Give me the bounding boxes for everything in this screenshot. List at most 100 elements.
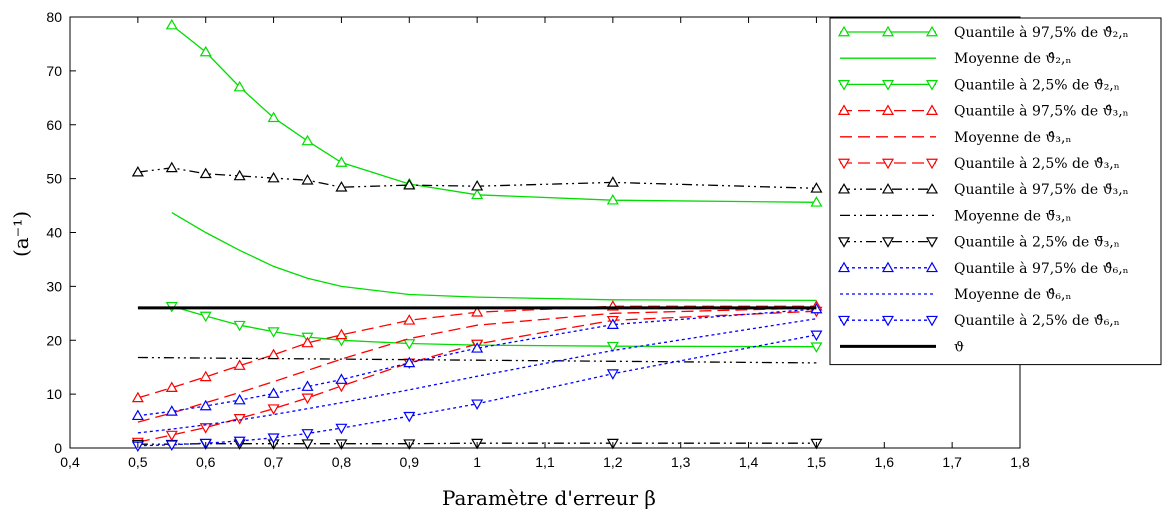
legend-entry: Quantile à 2,5% de ϑ̂₃,ₙ [837, 155, 1120, 172]
x-tick-label: 1 [473, 454, 481, 470]
y-tick-label: 70 [46, 63, 62, 79]
data-point [335, 373, 348, 384]
data-point [301, 134, 314, 146]
data-point [165, 161, 178, 173]
data-point [335, 156, 348, 167]
x-tick-label: 0,5 [128, 454, 148, 470]
legend-marker [925, 80, 939, 91]
legend-entry: Quantile à 2,5% de ϑ̂₂,ₙ [837, 76, 1120, 93]
legend-label: Quantile à 2,5% de ϑ̂₆,ₙ [954, 312, 1120, 329]
data-point [131, 391, 144, 403]
data-point [199, 311, 212, 323]
legend-marker [837, 104, 851, 115]
data-point [199, 399, 212, 411]
legend-marker [925, 237, 939, 248]
legend-entry: Quantile à 97,5% de ϑ̂₃,ₙ [837, 103, 1129, 120]
legend-marker [925, 315, 939, 327]
data-point [471, 179, 484, 191]
y-tick-label: 80 [46, 9, 62, 25]
data-point [403, 356, 416, 368]
series-line [171, 24, 817, 203]
x-tick-label: 1,1 [535, 454, 555, 470]
data-point [233, 359, 246, 370]
data-point [471, 188, 484, 200]
legend-label: Quantile à 2,5% de ϑ̂₂,ₙ [954, 76, 1120, 93]
data-point [199, 167, 212, 179]
series-1 [171, 212, 817, 302]
legend-marker [881, 80, 895, 91]
data-point [267, 433, 280, 444]
series-10 [137, 318, 817, 434]
data-point [267, 387, 280, 398]
series-line [137, 310, 817, 443]
series-4 [137, 307, 817, 423]
data-point [403, 411, 416, 423]
y-tick-label: 20 [46, 332, 62, 348]
legend-marker [837, 237, 851, 248]
data-point [199, 370, 212, 382]
data-point [335, 423, 348, 435]
x-tick-label: 0,9 [400, 454, 420, 470]
series-line [171, 212, 817, 302]
legend-label: Quantile à 2,5% de ϑ̂₃,ₙ [954, 155, 1120, 172]
legend-label: Moyenne de ϑ̄₃,ₙ [954, 208, 1072, 224]
data-point [267, 111, 280, 123]
legend-marker [881, 261, 895, 273]
x-tick-label: 1,6 [875, 454, 895, 470]
series-line [171, 305, 817, 348]
x-tick-label: 0,6 [196, 454, 216, 470]
legend-entry: Moyenne de ϑ̂₂,ₙ [840, 51, 1072, 67]
legend-label: Quantile à 97,5% de ϑ̂₂,ₙ [954, 24, 1129, 41]
data-point [606, 318, 619, 329]
data-point [165, 430, 178, 442]
legend-marker [837, 182, 851, 194]
legend-marker [925, 104, 939, 115]
data-point [335, 181, 348, 192]
data-point [810, 342, 823, 353]
series-layer [131, 18, 823, 453]
series-11 [131, 330, 823, 453]
data-point [471, 306, 484, 317]
series-6 [131, 161, 823, 193]
legend-marker [881, 158, 895, 170]
data-point [233, 436, 246, 448]
data-point [233, 169, 246, 181]
legend-entry: Quantile à 2,5% de ϑ̂₆,ₙ [837, 312, 1120, 329]
data-point [471, 399, 484, 411]
data-point [301, 380, 314, 391]
legend-marker [881, 315, 895, 327]
legend-marker [881, 104, 895, 115]
legend-label: Moyenne de ϑ̂₆,ₙ [954, 287, 1072, 303]
series-line [137, 308, 817, 417]
series-3 [131, 300, 823, 403]
series-line [137, 356, 817, 364]
legend-entry: ϑ [840, 339, 964, 355]
legend-entry: Quantile à 97,5% de ϑ̄₃,ₙ [837, 181, 1129, 198]
legend-entry: Quantile à 2,5% de ϑ̄₃,ₙ [837, 234, 1120, 251]
x-tick-label: 0,4 [60, 454, 80, 470]
data-point [301, 174, 314, 185]
legend-marker [837, 315, 851, 327]
legend-marker [837, 261, 851, 273]
data-point [301, 429, 314, 440]
x-tick-label: 1,2 [603, 454, 623, 470]
legend-entry: Quantile à 97,5% de ϑ̂₆,ₙ [837, 260, 1129, 277]
data-point [233, 414, 246, 425]
data-point [199, 45, 212, 57]
data-point [131, 165, 144, 177]
data-point [403, 339, 416, 350]
data-point [165, 381, 178, 393]
data-point [810, 196, 823, 207]
data-point [233, 320, 246, 332]
data-point [810, 330, 823, 342]
data-point [471, 342, 484, 353]
legend-marker [925, 182, 939, 194]
legend-marker [925, 158, 939, 170]
legend-label: Quantile à 97,5% de ϑ̂₆,ₙ [954, 260, 1129, 277]
x-tick-label: 0,7 [264, 454, 284, 470]
legend-entry: Moyenne de ϑ̂₆,ₙ [840, 287, 1072, 303]
data-point [606, 341, 619, 353]
legend-entry: Moyenne de ϑ̂₃,ₙ [840, 130, 1072, 146]
data-point [199, 423, 212, 434]
